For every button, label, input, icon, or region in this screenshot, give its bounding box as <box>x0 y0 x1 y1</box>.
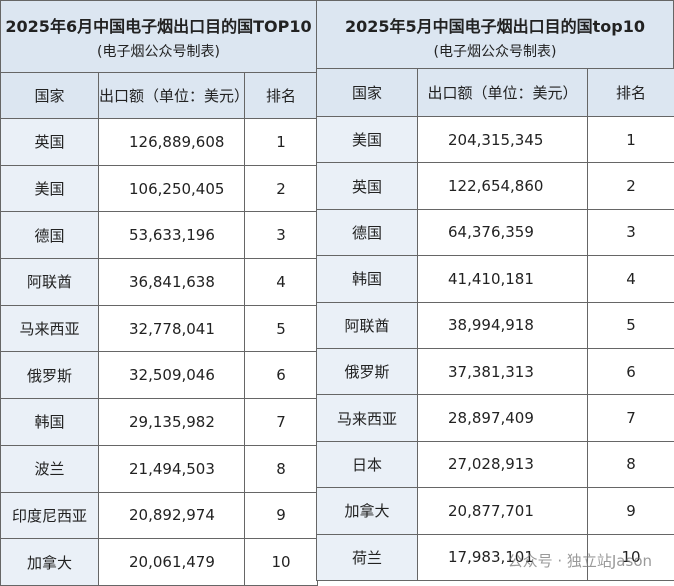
cell: 41,410,181 <box>418 256 588 302</box>
cell: 32,509,046 <box>99 352 245 399</box>
cell: 6 <box>245 352 318 399</box>
cell: 1 <box>588 117 674 163</box>
cell: 21,494,503 <box>99 445 245 492</box>
watermark: 公众号 · 独立站Jason <box>508 550 652 571</box>
cell: 波兰 <box>1 445 99 492</box>
table-subtitle: (电子烟公众号制表) <box>1 41 316 61</box>
cell: 7 <box>588 395 674 441</box>
cell: 4 <box>245 259 318 306</box>
table-head: 2025年5月中国电子烟出口目的国top10 (电子烟公众号制表) <box>316 0 674 68</box>
cell: 2 <box>245 165 318 212</box>
cell: 7 <box>245 399 318 446</box>
cell: 122,654,860 <box>418 163 588 209</box>
cell: 20,061,479 <box>99 539 245 586</box>
cell: 126,889,608 <box>99 119 245 166</box>
table-title: 2025年6月中国电子烟出口目的国TOP10 <box>1 1 316 37</box>
cell: 204,315,345 <box>418 117 588 163</box>
june-table: 2025年6月中国电子烟出口目的国TOP10 (电子烟公众号制表) 国家出口额（单位… <box>0 0 317 586</box>
cell: 2 <box>588 163 674 209</box>
cell: 阿联酋 <box>1 259 99 306</box>
cell: 10 <box>245 539 318 586</box>
cell: 5 <box>588 302 674 348</box>
header-cell: 国家 <box>1 73 99 119</box>
cell: 9 <box>245 492 318 539</box>
cell: 俄罗斯 <box>1 352 99 399</box>
cell: 韩国 <box>317 256 418 302</box>
cell: 美国 <box>317 117 418 163</box>
cell: 美国 <box>1 165 99 212</box>
header-cell: 排名 <box>245 73 318 119</box>
cell: 加拿大 <box>317 488 418 534</box>
cell: 64,376,359 <box>418 209 588 255</box>
table-head: 2025年6月中国电子烟出口目的国TOP10 (电子烟公众号制表) <box>0 0 317 72</box>
cell: 马来西亚 <box>1 305 99 352</box>
header-cell: 出口额（单位：美元） <box>418 69 588 117</box>
cell: 英国 <box>1 119 99 166</box>
header-cell: 排名 <box>588 69 674 117</box>
cell: 8 <box>588 441 674 487</box>
cell: 53,633,196 <box>99 212 245 259</box>
cell: 32,778,041 <box>99 305 245 352</box>
cell: 28,897,409 <box>418 395 588 441</box>
cell: 英国 <box>317 163 418 209</box>
table-subtitle: (电子烟公众号制表) <box>317 41 673 61</box>
cell: 3 <box>588 209 674 255</box>
cell: 6 <box>588 348 674 394</box>
cell: 38,994,918 <box>418 302 588 348</box>
cell: 加拿大 <box>1 539 99 586</box>
cell: 106,250,405 <box>99 165 245 212</box>
cell: 20,892,974 <box>99 492 245 539</box>
cell: 27,028,913 <box>418 441 588 487</box>
cell: 8 <box>245 445 318 492</box>
cell: 阿联酋 <box>317 302 418 348</box>
cell: 37,381,313 <box>418 348 588 394</box>
cell: 俄罗斯 <box>317 348 418 394</box>
cell: 日本 <box>317 441 418 487</box>
cell: 4 <box>588 256 674 302</box>
table-title: 2025年5月中国电子烟出口目的国top10 <box>317 1 673 37</box>
header-row: 国家出口额（单位：美元）排名 <box>1 73 318 119</box>
header-cell: 出口额（单位：美元） <box>99 73 245 119</box>
may-table: 2025年5月中国电子烟出口目的国top10 (电子烟公众号制表) 国家出口额（单位… <box>316 0 674 581</box>
cell: 29,135,982 <box>99 399 245 446</box>
header-cell: 国家 <box>317 69 418 117</box>
cell: 马来西亚 <box>317 395 418 441</box>
cell: 3 <box>245 212 318 259</box>
cell: 20,877,701 <box>418 488 588 534</box>
cell: 荷兰 <box>317 534 418 580</box>
cell: 德国 <box>1 212 99 259</box>
cell: 9 <box>588 488 674 534</box>
header-row: 国家出口额（单位：美元）排名 <box>317 69 674 117</box>
cell: 36,841,638 <box>99 259 245 306</box>
cell: 印度尼西亚 <box>1 492 99 539</box>
cell: 韩国 <box>1 399 99 446</box>
cell: 德国 <box>317 209 418 255</box>
cell: 1 <box>245 119 318 166</box>
cell: 5 <box>245 305 318 352</box>
